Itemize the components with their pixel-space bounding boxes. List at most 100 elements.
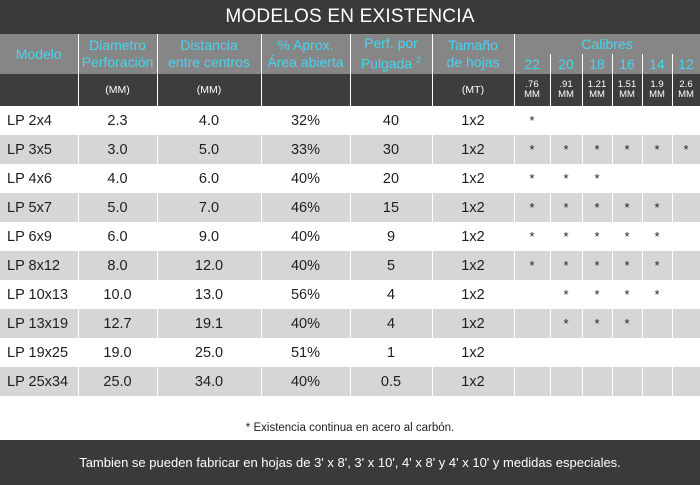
cell-calibre [642,164,673,193]
gauge-14: 14 [642,54,673,74]
cell-distancia: 13.0 [157,280,262,309]
cell-modelo: LP 5x7 [0,193,79,222]
cell-distancia: 4.0 [157,106,262,135]
cell-diametro: 3.0 [78,135,158,164]
cell-calibre: * [550,251,583,280]
bottom-note: Tambien se pueden fabricar en hojas de 3… [0,440,700,485]
cell-calibre [642,338,673,367]
cell-calibre: * [550,135,583,164]
cell-area: 40% [261,164,351,193]
cell-diametro: 5.0 [78,193,158,222]
header-modelo: Modelo [0,34,79,74]
footnote: * Existencia continua en acero al carbón… [245,422,455,434]
header-distancia: Distancia entre centros [157,34,262,74]
table-row: LP 3x5 3.0 5.0 33% 30 1x2 * * * * * * [0,135,700,164]
cell-modelo: LP 4x6 [0,164,79,193]
cell-area: 40% [261,251,351,280]
cell-tamano: 1x2 [432,338,515,367]
table-row: LP 4x6 4.0 6.0 40% 20 1x2 * * * [0,164,700,193]
cell-calibre: * [582,251,613,280]
cell-distancia: 25.0 [157,338,262,367]
cell-calibre: * [672,135,700,164]
cell-calibre [514,280,551,309]
gauge-unit: 1.21 MM [582,74,613,106]
cell-calibre: * [612,280,643,309]
table-row: LP 2x4 2.3 4.0 32% 40 1x2 * [0,106,700,135]
cell-calibre: * [642,251,673,280]
cell-diametro: 12.7 [78,309,158,338]
cell-calibre [672,338,700,367]
cell-perf: 40 [350,106,433,135]
cell-calibre [550,338,583,367]
cell-calibre [582,338,613,367]
cell-area: 40% [261,222,351,251]
cell-calibre: * [612,135,643,164]
table-row: LP 13x19 12.7 19.1 40% 4 1x2 * * * [0,309,700,338]
cell-calibre [514,309,551,338]
unit-modelo [0,74,79,106]
cell-area: 40% [261,367,351,396]
gauge-unit: 1.9 MM [642,74,673,106]
cell-calibre [672,106,700,135]
cell-perf: 30 [350,135,433,164]
unit-diametro: (MM) [78,74,158,106]
cell-calibre [672,309,700,338]
cell-diametro: 6.0 [78,222,158,251]
cell-distancia: 5.0 [157,135,262,164]
cell-tamano: 1x2 [432,309,515,338]
table-row: LP 19x25 19.0 25.0 51% 1 1x2 [0,338,700,367]
cell-tamano: 1x2 [432,222,515,251]
cell-tamano: 1x2 [432,367,515,396]
cell-modelo: LP 19x25 [0,338,79,367]
cell-distancia: 7.0 [157,193,262,222]
cell-perf: 9 [350,222,433,251]
cell-calibre [550,367,583,396]
cell-calibre [642,309,673,338]
cell-perf: 1 [350,338,433,367]
header-perf: Perf. por Pulgada 2 [350,34,433,74]
cell-calibre: * [642,135,673,164]
cell-modelo: LP 2x4 [0,106,79,135]
cell-tamano: 1x2 [432,280,515,309]
cell-tamano: 1x2 [432,135,515,164]
cell-calibre: * [612,222,643,251]
cell-distancia: 12.0 [157,251,262,280]
cell-modelo: LP 8x12 [0,251,79,280]
gauge-16: 16 [612,54,643,74]
cell-calibre [672,164,700,193]
cell-distancia: 19.1 [157,309,262,338]
cell-modelo: LP 13x19 [0,309,79,338]
cell-area: 46% [261,193,351,222]
cell-area: 33% [261,135,351,164]
cell-area: 40% [261,309,351,338]
cell-calibre: * [514,193,551,222]
gauge-unit: 2.6 MM [672,74,700,106]
cell-diametro: 2.3 [78,106,158,135]
cell-calibre [612,106,643,135]
cell-calibre [642,367,673,396]
cell-calibre: * [642,222,673,251]
cell-area: 56% [261,280,351,309]
cell-perf: 4 [350,309,433,338]
cell-calibre: * [514,106,551,135]
cell-calibre: * [514,135,551,164]
cell-calibre: * [582,193,613,222]
gauge-12: 12 [672,54,700,74]
gauge-20: 20 [550,54,583,74]
unit-tamano: (MT) [432,74,515,106]
cell-calibre: * [550,280,583,309]
cell-calibre: * [582,135,613,164]
cell-calibre: * [550,309,583,338]
cell-calibre: * [612,251,643,280]
cell-calibre [550,106,583,135]
cell-calibre: * [642,193,673,222]
cell-perf: 4 [350,280,433,309]
cell-calibre: * [612,193,643,222]
cell-calibre [672,222,700,251]
cell-calibre [672,280,700,309]
cell-calibre [672,367,700,396]
cell-calibre [612,164,643,193]
unit-perf [350,74,433,106]
cell-calibre [642,106,673,135]
gauge-unit: .76 MM [514,74,551,106]
